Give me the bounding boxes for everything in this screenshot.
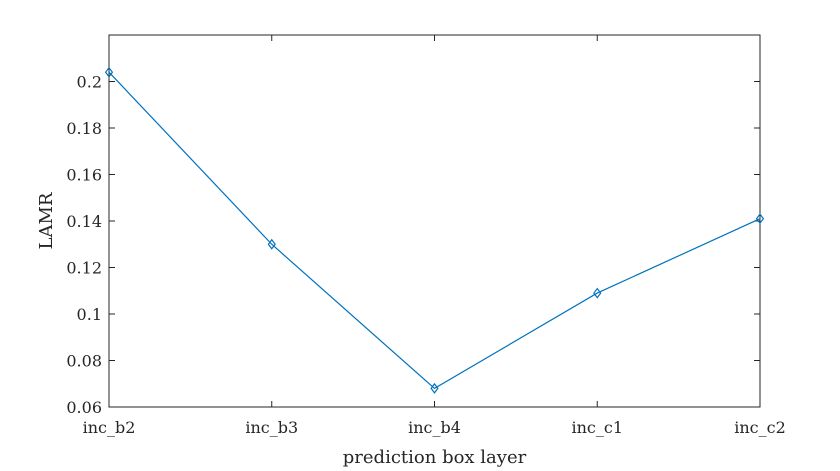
- y-tick-label: 0.18: [66, 119, 102, 138]
- y-axis-title: LAMR: [36, 192, 57, 249]
- y-tick-label: 0.14: [66, 212, 102, 231]
- series-layer: [104, 66, 765, 394]
- data-point-marker: [593, 287, 602, 299]
- x-axis-title: prediction box layer: [343, 447, 527, 468]
- x-tick-label: inc_b2: [83, 418, 136, 437]
- x-tick-label: inc_b3: [245, 418, 298, 437]
- data-point-marker: [267, 238, 276, 250]
- y-tick-label: 0.06: [66, 398, 102, 417]
- x-tick-label: inc_b4: [408, 418, 461, 437]
- data-point-marker: [755, 213, 765, 225]
- x-tick-label: inc_c2: [734, 418, 786, 437]
- data-point-marker: [104, 66, 114, 78]
- plot-area: [108, 34, 761, 408]
- y-tick-label: 0.12: [66, 259, 102, 278]
- y-tick-label: 0.2: [77, 73, 102, 92]
- y-tick-label: 0.08: [66, 352, 102, 371]
- data-point-marker: [430, 382, 439, 394]
- series-line: [108, 71, 761, 390]
- y-axis: 0.06 0.08 0.1 0.12 0.14 0.16 0.18 0.2: [66, 73, 760, 417]
- y-tick-label: 0.1: [77, 305, 102, 324]
- y-tick-label: 0.16: [66, 166, 102, 185]
- x-tick-label: inc_c1: [571, 418, 623, 437]
- x-axis: inc_b2 inc_b3 inc_b4 inc_c1 inc_c2: [83, 35, 786, 437]
